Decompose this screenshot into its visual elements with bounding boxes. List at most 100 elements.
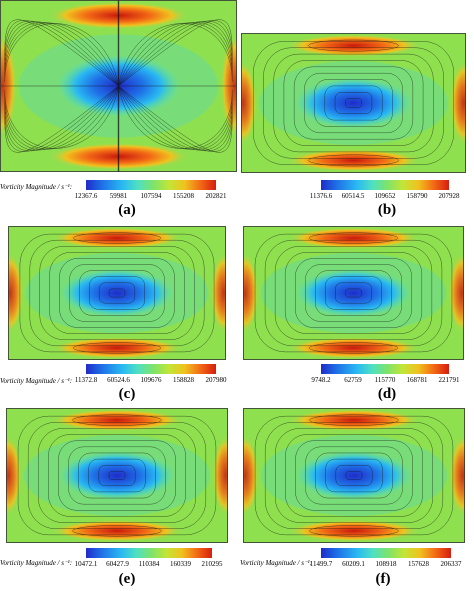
colorbar: [321, 548, 451, 558]
streamline: [335, 282, 372, 304]
high-vorticity-region: [210, 252, 226, 334]
streamline: [78, 452, 156, 499]
streamline: [118, 85, 233, 153]
streamline: [315, 270, 392, 316]
streamline: [4, 22, 119, 87]
streamline: [273, 53, 434, 153]
streamline: [254, 233, 453, 353]
vorticity-contour-plot-b: [241, 33, 466, 173]
colorbar-tick: 9748.2: [311, 376, 331, 384]
high-vorticity-region: [243, 252, 259, 334]
low-vorticity-region: [59, 451, 175, 500]
high-vorticity-region: [50, 409, 184, 431]
streamline: [98, 282, 136, 304]
streamline: [264, 239, 443, 347]
streamline: [118, 85, 233, 150]
streamlines: [19, 232, 215, 354]
plot-frame: [6, 408, 228, 543]
panel-label: (a): [118, 202, 136, 218]
vorticity-contour-plot-a: [0, 0, 237, 172]
streamline: [4, 85, 119, 150]
streamlines: [0, 0, 237, 172]
high-vorticity-region: [287, 227, 420, 249]
streamline: [325, 458, 383, 493]
streamline: [4, 85, 119, 152]
streamline: [295, 440, 413, 511]
colorbar: [86, 180, 216, 190]
colorbar-tick: 157628: [408, 560, 429, 568]
high-vorticity-region: [51, 227, 183, 249]
vorticity-contour-plot-f: [243, 408, 465, 543]
colorbar-tick: 168781: [406, 376, 428, 384]
streamline: [263, 47, 444, 159]
high-vorticity-region: [50, 520, 184, 542]
colorbar: [321, 180, 449, 190]
streamline: [118, 19, 233, 87]
colorbar-tick: 60209.1: [342, 560, 365, 568]
colorbar-tick: 207980: [205, 376, 227, 384]
streamline: [4, 20, 119, 87]
streamline: [19, 233, 215, 353]
colorbar: [86, 364, 216, 374]
colorbar-tick: 10472.1: [74, 560, 98, 568]
panel-e: Vorticity Magnitude / s⁻¹: 10472.1 60427…: [0, 408, 237, 591]
panel-f: Vorticity Magnitude / s⁻¹: 11499.7 60209…: [237, 408, 474, 591]
streamline: [98, 465, 136, 486]
streamline: [345, 471, 363, 480]
streamline: [118, 20, 233, 87]
streamline: [309, 342, 398, 354]
plot-frame: [243, 226, 464, 360]
high-vorticity-region: [6, 435, 22, 516]
colorbar-tick: 11499.7: [309, 560, 333, 568]
streamline: [108, 471, 126, 480]
streamline: [309, 414, 399, 426]
colorbar-tick: 158790: [406, 192, 428, 200]
streamline: [118, 85, 233, 152]
high-vorticity-region: [286, 34, 421, 57]
colorbar-title: Vorticity Magnitude / s⁻¹:: [240, 559, 313, 567]
streamline: [17, 415, 217, 536]
panel-a: Vorticity Magnitude / s⁻¹: 12367.6 59981…: [0, 0, 237, 222]
panel-label: (e): [118, 571, 136, 587]
streamline: [72, 414, 162, 426]
streamline: [305, 446, 403, 505]
panel-b: 11376.6 60514.5 109652 158790 207928 (b): [237, 0, 474, 222]
streamline: [305, 264, 402, 322]
colorbar-tick: 62759: [344, 376, 362, 384]
high-vorticity-region: [243, 435, 259, 516]
streamline: [253, 41, 454, 165]
streamline: [309, 525, 399, 537]
streamline: [345, 98, 362, 108]
high-vorticity-region: [51, 337, 183, 359]
colorbar-tick: 221791: [438, 376, 460, 384]
streamline: [68, 446, 166, 505]
plot-frame: [241, 33, 466, 173]
streamline: [4, 85, 119, 152]
colorbar-tick: 115770: [374, 376, 396, 384]
colorbar-tick: 155208: [173, 192, 194, 200]
high-vorticity-region: [449, 435, 465, 516]
colorbar-tick: 59981: [109, 192, 128, 200]
streamline: [284, 252, 423, 334]
streamline: [59, 258, 175, 328]
high-vorticity-region: [286, 149, 421, 172]
colorbar-tick: 60514.5: [341, 192, 365, 200]
high-vorticity-region: [287, 337, 420, 359]
streamline: [308, 39, 399, 52]
vorticity-contour-plot-d: [243, 226, 464, 360]
streamline: [58, 440, 176, 511]
plot-frame: [8, 226, 226, 360]
streamline: [72, 525, 162, 537]
colorbar-tick: 160339: [170, 560, 191, 568]
high-vorticity-region: [287, 409, 421, 431]
streamline: [49, 252, 185, 334]
streamline: [308, 154, 399, 167]
vorticity-contour-plot-c: [8, 226, 226, 360]
high-vorticity-region: [212, 435, 228, 516]
colorbar: [86, 548, 212, 558]
colorbar-tick: 11372.8: [74, 376, 98, 384]
colorbar-tick: 60524.6: [107, 376, 130, 384]
high-vorticity-region: [448, 252, 464, 334]
high-vorticity-region: [287, 520, 421, 542]
colorbar-title: Vorticity Magnitude / s⁻¹:: [0, 377, 73, 385]
